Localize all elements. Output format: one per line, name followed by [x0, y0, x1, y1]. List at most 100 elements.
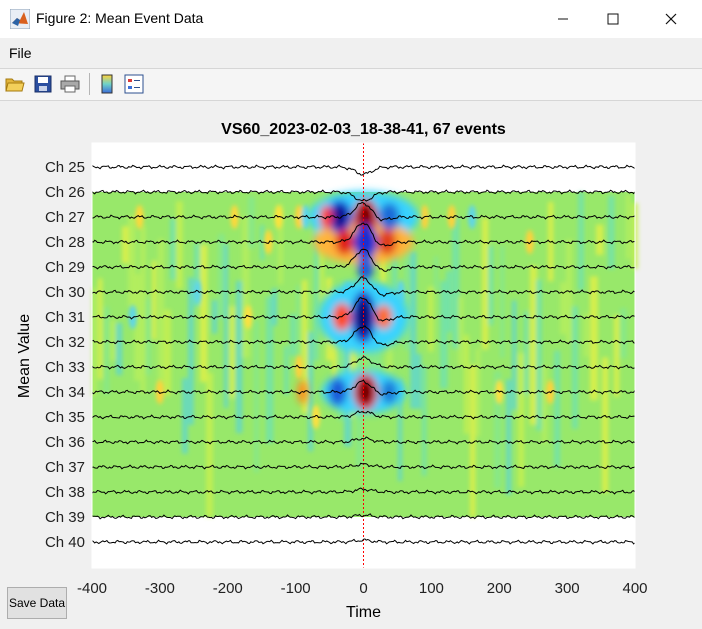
- blob-blue: [357, 253, 374, 281]
- menu-bar: File: [0, 40, 702, 66]
- close-icon: [665, 13, 677, 25]
- plot-border: [91, 142, 636, 569]
- heatmap-stripe: [578, 192, 584, 291]
- y-tick-label: Ch 32: [45, 334, 85, 351]
- x-tick-label: 0: [359, 580, 367, 597]
- heatmap-fleck: [468, 205, 477, 229]
- heatmap-stripe: [116, 323, 123, 376]
- y-tick-label: Ch 33: [45, 359, 85, 376]
- heatmap-stripe: [512, 300, 517, 410]
- heatmap-stripe: [248, 196, 255, 249]
- heatmap-stripe: [308, 331, 314, 452]
- y-tick-label: Ch 26: [45, 184, 85, 201]
- heatmap-fleck: [301, 205, 310, 229]
- toolbar-separator: [89, 73, 90, 95]
- heatmap-stripe: [134, 273, 141, 381]
- heatmap-stripe: [518, 353, 525, 488]
- x-tick-label: 200: [487, 580, 512, 597]
- heatmap-stripe: [200, 244, 208, 383]
- heatmap-stripe: [110, 320, 116, 361]
- heatmap-stripe: [266, 296, 274, 444]
- minimize-button[interactable]: [540, 0, 586, 38]
- heatmap-stripe: [482, 218, 489, 350]
- heatmap-stripe: [368, 319, 376, 404]
- y-tick-label: Ch 31: [45, 309, 85, 326]
- heatmap-fleck: [295, 205, 304, 229]
- mean-event-plot[interactable]: Ch 25 Ch 26 Ch 27 Ch 28 Ch 29 Ch 30 Ch 31 Ch 32…: [0, 101, 702, 629]
- heatmap-stripe: [398, 379, 403, 482]
- y-tick-label: Ch 34: [45, 384, 85, 401]
- print-button[interactable]: [58, 72, 82, 96]
- y-tick-labels: Ch 25 Ch 26 Ch 27 Ch 28 Ch 29 Ch 30 Ch 31 Ch 32…: [45, 159, 85, 551]
- heatmap-stripe: [278, 204, 283, 285]
- trace-ch-35: [91, 410, 636, 420]
- heatmap-stripe: [320, 228, 325, 301]
- open-button[interactable]: [3, 72, 27, 96]
- heatmap-stripe: [176, 201, 183, 290]
- trace-ch-40: [91, 538, 636, 545]
- heatmap-stripe: [344, 281, 352, 447]
- heatmap-stripe: [146, 298, 151, 375]
- save-data-button[interactable]: Save Data: [7, 587, 67, 619]
- heatmap-stripe: [284, 346, 289, 396]
- heatmap-stripe: [224, 244, 229, 408]
- heatmap-stripe: [212, 300, 218, 334]
- toolbar: [0, 68, 702, 101]
- heatmap-stripe: [290, 313, 296, 356]
- heatmap-stripe: [446, 270, 452, 333]
- heatmap-stripe: [500, 245, 505, 358]
- trace-ch-38: [91, 487, 636, 495]
- x-tick-label: 100: [419, 580, 444, 597]
- menu-file[interactable]: File: [9, 45, 32, 61]
- heatmap-stripe: [350, 289, 358, 418]
- trace-ch-34: [91, 379, 636, 396]
- y-tick-label: Ch 28: [45, 234, 85, 251]
- heatmap-stripe: [590, 276, 598, 401]
- heatmap-stripe: [620, 308, 627, 359]
- trace-ch-33: [91, 356, 636, 370]
- heatmap-stripe: [236, 280, 243, 434]
- heatmap-fleck: [193, 280, 202, 304]
- heatmap-stripe: [338, 321, 346, 421]
- heatmap-stripe: [584, 312, 589, 357]
- y-tick-label: Ch 40: [45, 534, 85, 551]
- heatmap-stripe: [242, 216, 250, 358]
- title-bar: Figure 2: Mean Event Data: [0, 0, 702, 38]
- blob-red: [378, 229, 397, 255]
- y-tick-label: Ch 38: [45, 484, 85, 501]
- heatmap-stripe: [188, 277, 194, 425]
- heatmap-stripe: [122, 226, 130, 264]
- heatmap-fleck: [264, 230, 273, 254]
- maximize-button[interactable]: [590, 0, 636, 38]
- colorbar-button[interactable]: [95, 72, 119, 96]
- heatmap-stripe: [470, 364, 476, 517]
- trace-ch-37: [91, 462, 636, 470]
- y-tick-label: Ch 27: [45, 209, 85, 226]
- legend-button[interactable]: [122, 72, 146, 96]
- x-tick-label: -100: [281, 580, 311, 597]
- save-button[interactable]: [31, 72, 55, 96]
- colorbar-icon: [101, 74, 113, 94]
- heatmap-stripe: [488, 245, 494, 326]
- heatmap-stripe: [608, 195, 615, 270]
- blob-red: [375, 305, 392, 329]
- heatmap-stripe: [206, 372, 213, 517]
- channel-traces: [91, 164, 636, 545]
- x-axis-label: Time: [346, 604, 381, 621]
- trace-ch-31: [91, 297, 636, 322]
- heatmap-fleck: [230, 205, 239, 229]
- trace-ch-29: [91, 248, 636, 272]
- heatmap-stripe: [254, 320, 259, 473]
- heatmap-stripe: [464, 334, 469, 434]
- y-tick-label: Ch 39: [45, 509, 85, 526]
- x-tick-label: -200: [213, 580, 243, 597]
- heatmap-stripe: [602, 357, 609, 493]
- open-icon: [5, 78, 25, 92]
- close-button[interactable]: [648, 0, 694, 38]
- heatmap-stripe: [452, 216, 460, 349]
- trace-ch-32: [91, 325, 636, 347]
- y-tick-label: Ch 30: [45, 284, 85, 301]
- heatmap-stripe: [392, 231, 398, 335]
- x-tick-label: -300: [145, 580, 175, 597]
- heatmap-stripe: [404, 227, 409, 350]
